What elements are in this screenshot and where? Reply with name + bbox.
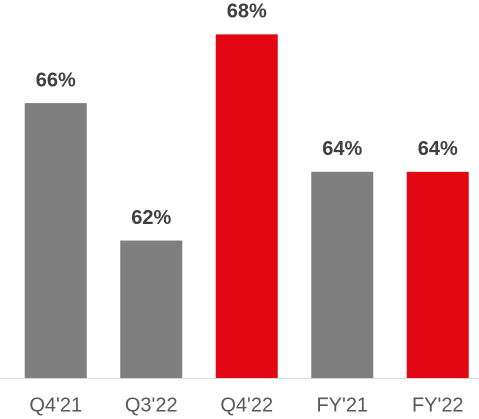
x-tick-label: Q4'22 xyxy=(220,394,273,416)
bar xyxy=(24,103,87,378)
x-tick-label: Q3'22 xyxy=(125,394,178,416)
value-label: 68% xyxy=(227,1,267,23)
bar xyxy=(120,240,183,378)
value-label: 64% xyxy=(322,138,362,160)
x-tick-label: Q4'21 xyxy=(29,394,82,416)
x-tick-label: FY'21 xyxy=(316,394,368,416)
value-label: 62% xyxy=(131,207,171,229)
bar xyxy=(311,171,374,378)
bar xyxy=(215,34,278,378)
bar xyxy=(406,171,469,378)
value-label: 64% xyxy=(418,138,458,160)
value-label: 66% xyxy=(36,69,76,91)
x-tick-label: FY'22 xyxy=(412,394,464,416)
